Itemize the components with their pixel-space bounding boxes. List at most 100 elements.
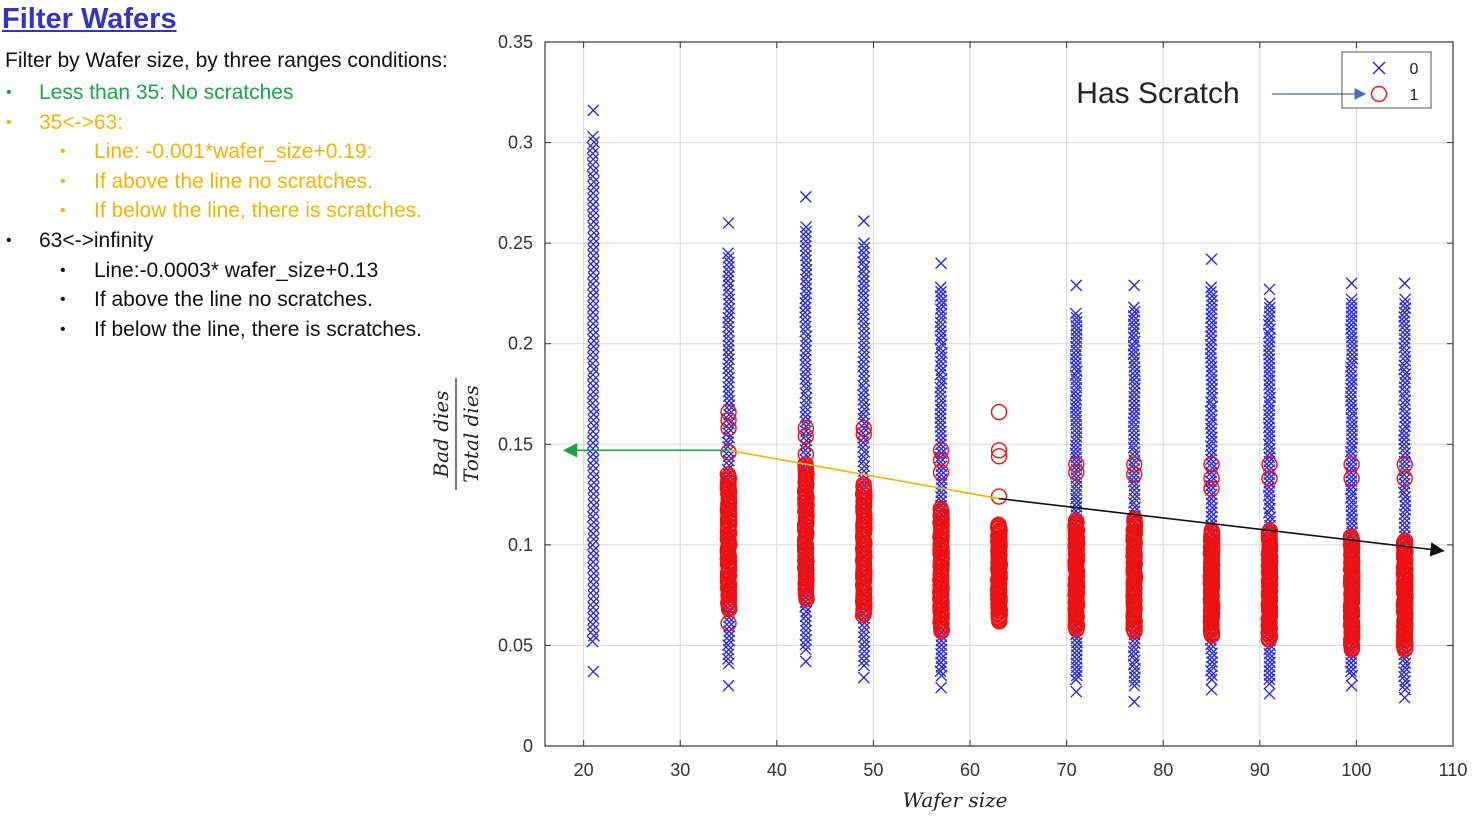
o-marker [1126,466,1143,483]
x-marker [1205,281,1218,294]
x-marker [934,438,947,451]
x-marker [800,221,813,234]
threshold-line-35-to-63 [728,449,1000,500]
x-marker [1344,394,1357,407]
y-tick-label: 0 [523,736,533,756]
x-marker [1346,344,1359,357]
x-marker [799,240,812,252]
o-marker [990,442,1008,459]
rule-item: • 35<->63: [0,108,422,138]
x-marker [1345,661,1358,674]
x-marker [857,303,870,316]
x-marker [1263,283,1276,296]
rule-text: Line: -0.001*wafer_size+0.19: [94,140,373,164]
x-marker [586,209,599,222]
y-tick-label: 0.2 [508,334,533,354]
x-marker [799,190,812,203]
x-marker [1205,387,1218,400]
x-marker [800,615,813,627]
x-marker [587,340,600,353]
x-marker [1128,361,1141,373]
bullet-icon: • [60,172,66,190]
o-marker [1126,510,1143,527]
x-marker [587,261,600,273]
x-marker [799,643,812,656]
x-marker [857,317,870,330]
bullet-icon: • [60,291,66,309]
x-marker [587,187,600,200]
x-marker [722,643,735,656]
o-marker [855,419,872,437]
x-marker [857,389,870,401]
x-marker [857,279,870,292]
bullet-icon: • [60,261,66,279]
x-marker [858,403,871,416]
x-marker [1128,429,1141,441]
x-marker [587,527,600,540]
rule-text: If below the line, there is scratches. [94,199,422,223]
x-marker [722,284,735,297]
x-marker [857,455,870,468]
x-marker [858,351,871,364]
x-marker [1398,473,1411,486]
x-marker [1263,348,1275,361]
x-marker [858,659,870,672]
x-marker [1263,297,1276,310]
x-marker [1399,376,1412,389]
x-marker [934,290,947,303]
x-marker [1345,496,1358,509]
x-marker [722,330,735,343]
x-marker [1205,253,1218,266]
x-tick-label: 50 [863,760,883,780]
x-marker [587,289,600,302]
x-marker [1399,503,1412,516]
x-marker [858,422,871,435]
x-marker [1263,687,1276,700]
x-marker [587,482,600,495]
x-marker [1204,642,1217,655]
x-marker [1263,434,1276,447]
x-marker [799,377,812,390]
x-marker [858,332,871,345]
x-marker [723,302,736,315]
x-marker [1263,365,1276,378]
y-tick-label: 0.05 [498,635,533,655]
x-marker [587,266,600,279]
legend-label-0: 0 [1410,61,1419,78]
x-marker [587,521,600,534]
x-marker [858,460,871,473]
x-marker [1263,404,1276,417]
o-marker [1396,470,1413,487]
x-marker [1345,679,1358,692]
x-marker [586,561,599,574]
x-marker [587,601,600,614]
x-marker [587,556,600,568]
x-marker [1263,361,1276,374]
x-marker [586,391,599,404]
x-tick-label: 30 [670,760,690,780]
x-marker [857,370,870,382]
rule-item: • If above the line no scratches. [0,167,422,197]
x-marker [1206,656,1219,668]
x-marker [858,640,871,653]
o-marker [1203,470,1220,487]
x-marker [722,344,735,356]
rule-item: • Less than 35: No scratches [0,78,422,108]
x-marker [587,153,600,166]
x-marker [1345,293,1358,306]
x-marker [1128,378,1141,390]
x-marker [1263,485,1276,498]
bullet-icon: • [6,84,12,101]
x-marker [858,645,871,658]
x-marker [1204,418,1217,430]
o-marker [932,500,949,517]
o-marker [990,448,1008,465]
x-marker [1263,374,1276,387]
o-marker [1126,456,1143,473]
x-marker [723,399,736,412]
x-marker [1263,412,1276,425]
x-marker [858,374,871,387]
o-marker [932,544,949,562]
o-marker [720,615,737,632]
x-tick-label: 90 [1250,760,1270,780]
